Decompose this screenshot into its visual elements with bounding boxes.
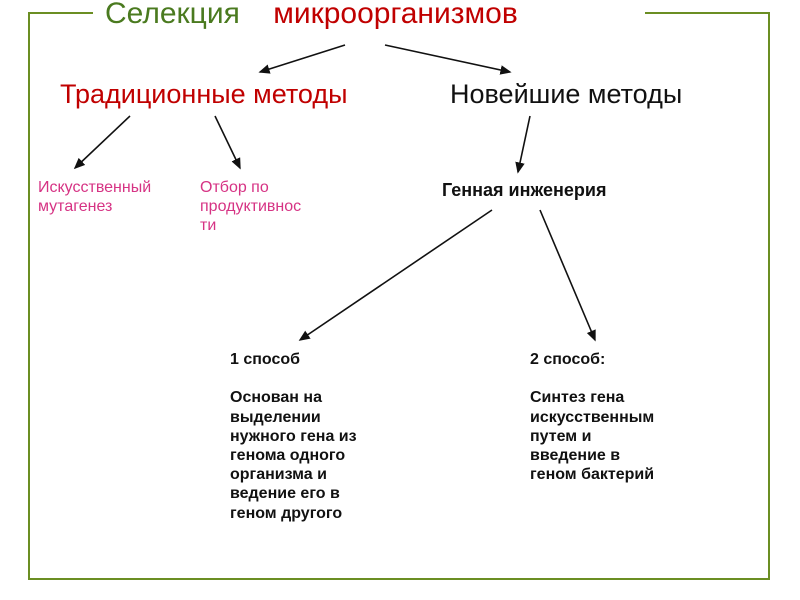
node-gene-engineering: Генная инженерия [442,180,606,202]
node-mutagenesis: Искусственный мутагенез [38,178,151,216]
node-method-2: 2 способ: Синтез гена искусственным путе… [530,350,730,484]
node-traditional: Традиционные методы [60,78,347,110]
frame-top-left [28,12,93,14]
title-word-2: микроорганизмов [273,0,518,30]
node-newest: Новейшие методы [450,78,682,110]
node-selection: Отбор по продуктивнос ти [200,178,301,236]
node-method-1: 1 способ Основан на выделении нужного ге… [230,350,430,523]
frame-top-right [645,12,770,14]
title-word-1: Селекция [105,0,240,30]
slide-title: Селекция микроорганизмов [105,0,518,32]
